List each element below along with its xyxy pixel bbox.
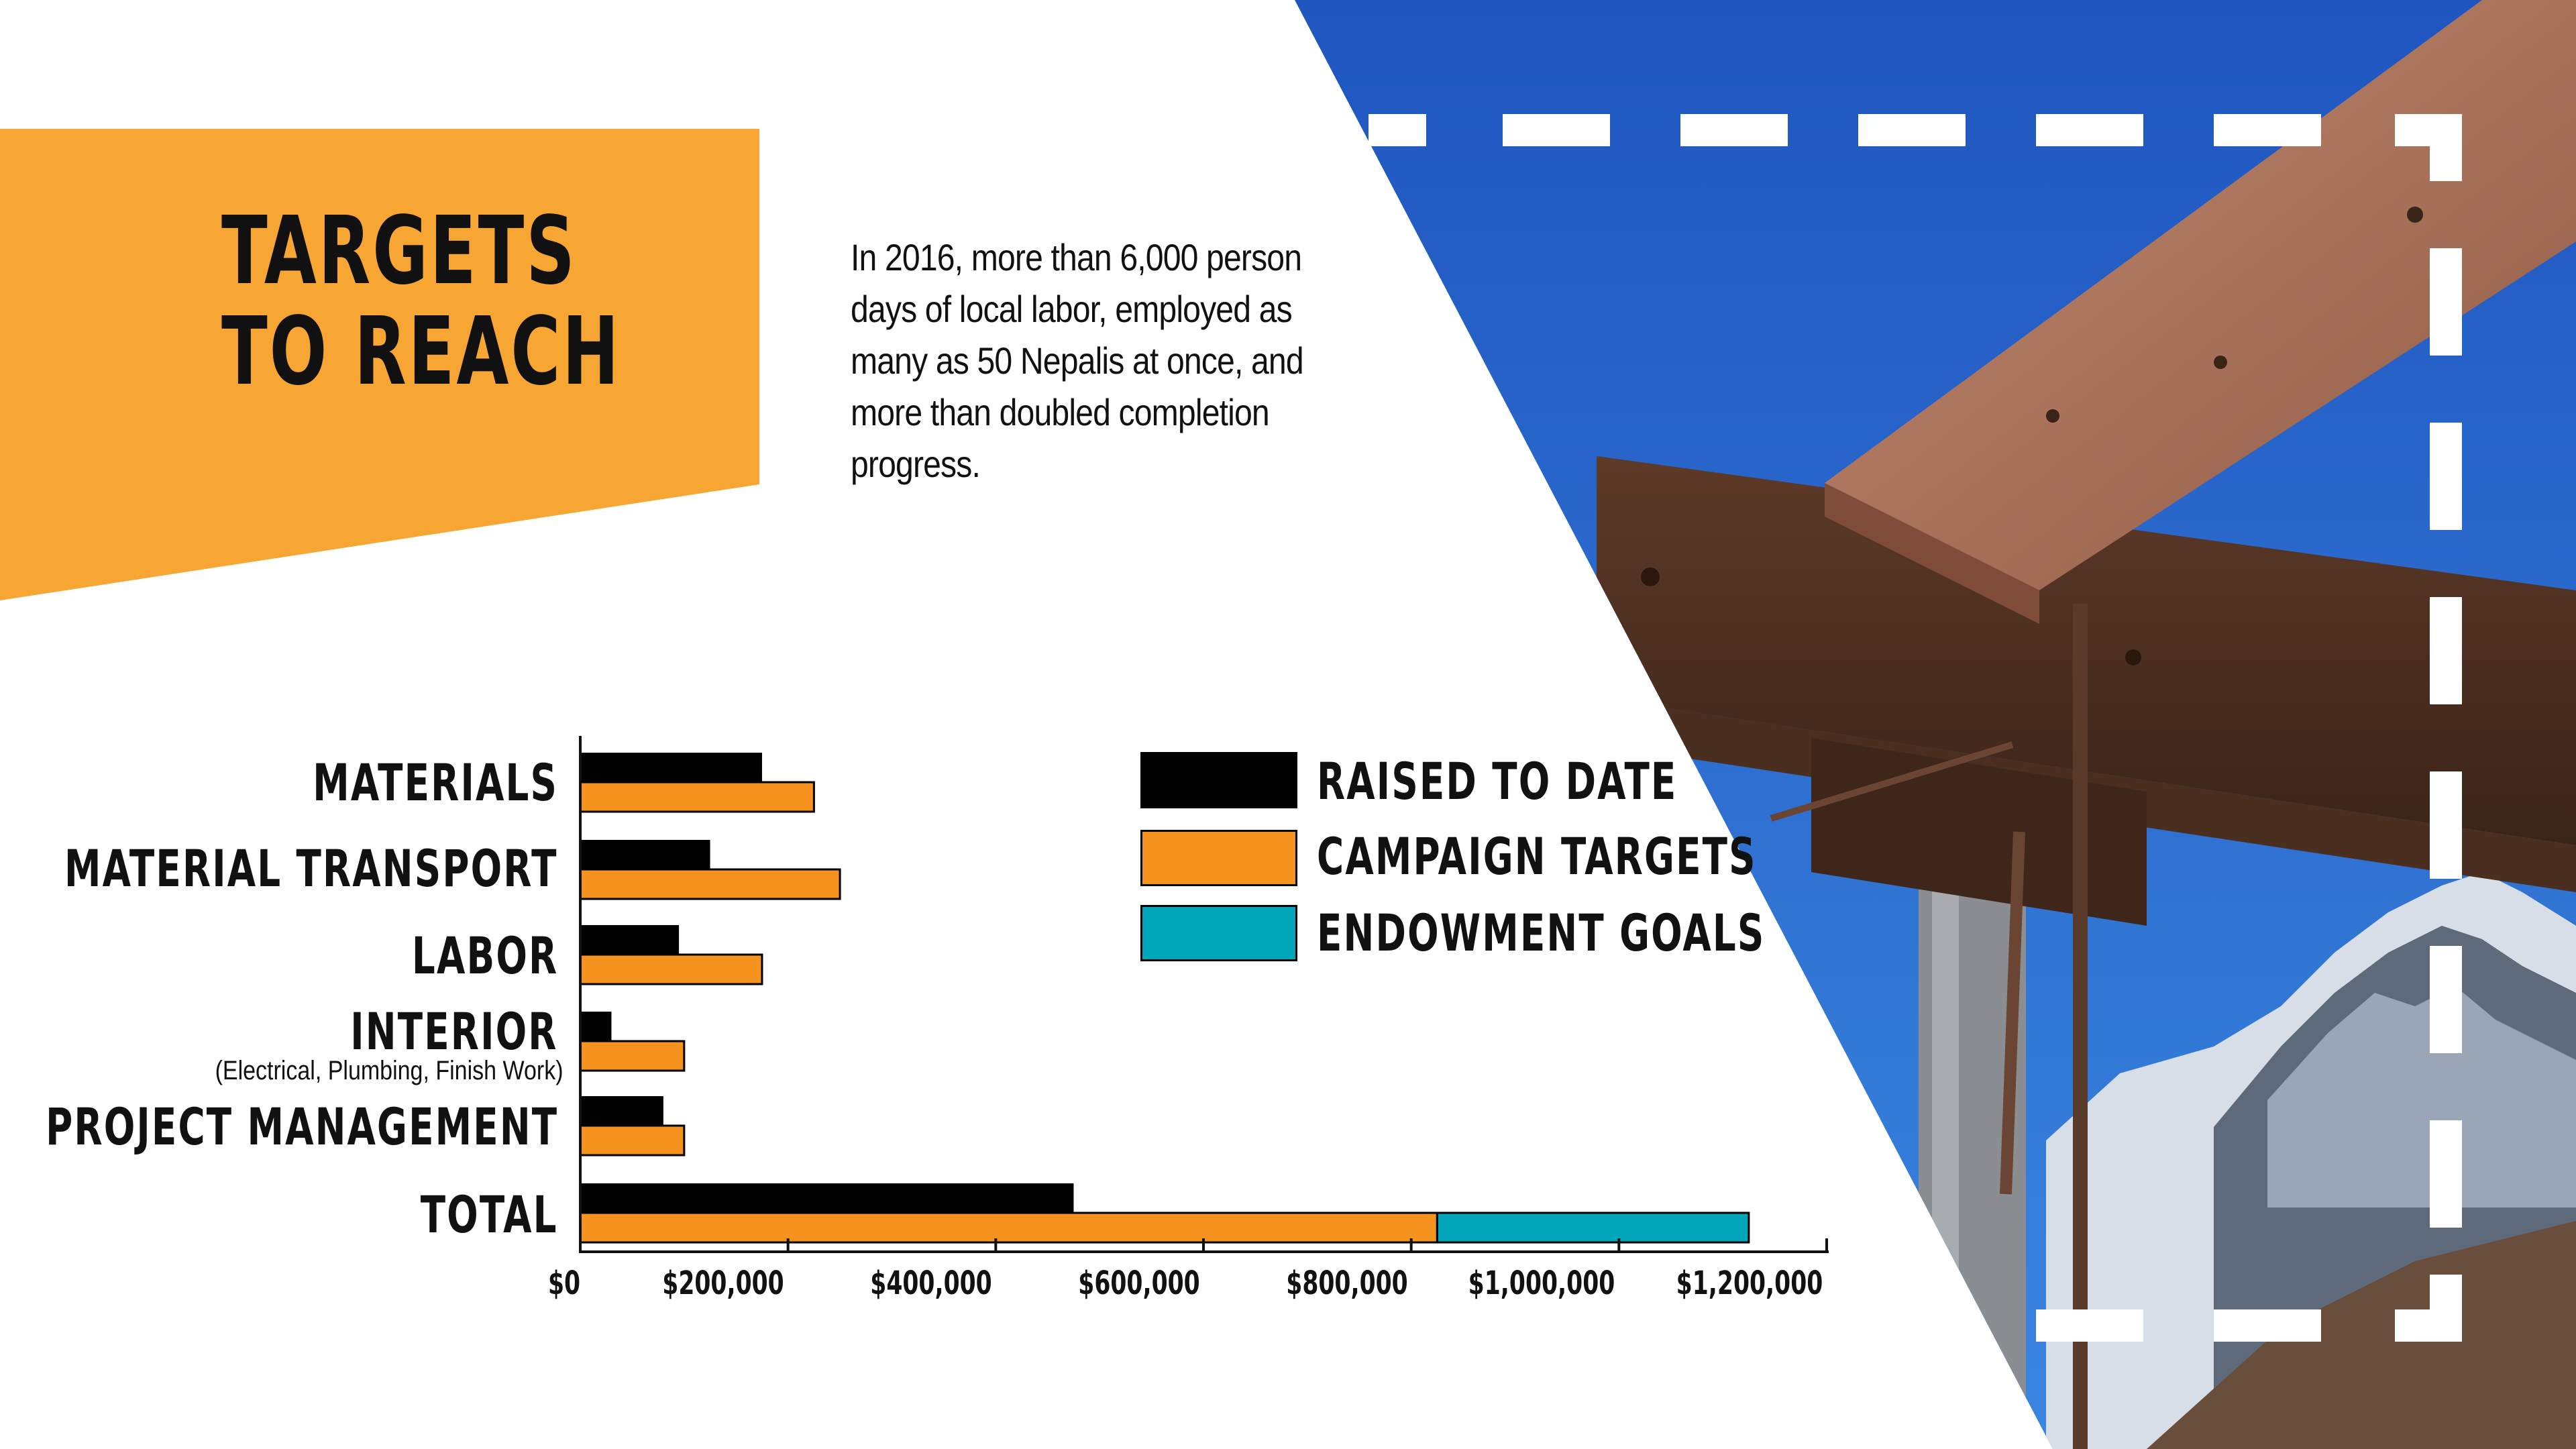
page-title: TARGETS TO REACH: [221, 201, 621, 402]
x-tick-label-1200000: $1,200,000: [1676, 1265, 1823, 1302]
x-tick-label-600000: $600,000: [1078, 1265, 1200, 1302]
chart-bars: [579, 753, 1750, 1244]
legend-label-raised: RAISED TO DATE: [1317, 751, 1678, 811]
category-label-project-management: PROJECT MANAGEMENT: [45, 1097, 558, 1157]
bar-raised-interior: [580, 1012, 612, 1041]
legend-label-campaign: CAMPAIGN TARGETS: [1317, 826, 1757, 886]
bar-campaign-total: [579, 1212, 1438, 1244]
x-tick-label-0: $0: [547, 1265, 581, 1302]
x-tick-label-400000: $400,000: [870, 1265, 992, 1302]
intro-line-1: In 2016, more than 6,000 person: [851, 236, 1302, 278]
bar-campaign-material-transport: [579, 868, 841, 900]
category-label-material-transport: MATERIAL TRANSPORT: [64, 839, 558, 898]
intro-line-2: days of local labor, employed as: [851, 288, 1293, 330]
legend-swatch-endowment: [1140, 905, 1297, 961]
bar-raised-project-management: [580, 1096, 663, 1126]
bar-campaign-project-management: [579, 1124, 686, 1157]
intro-line-3: many as 50 Nepalis at once, and: [851, 339, 1304, 382]
x-tick-label-1000000: $1,000,000: [1468, 1265, 1615, 1302]
intro-paragraph: In 2016, more than 6,000 person days of …: [851, 231, 1304, 490]
x-tick-label-200000: $200,000: [662, 1265, 784, 1302]
bar-raised-total: [580, 1183, 1074, 1213]
bar-raised-materials: [580, 753, 762, 782]
bar-endowment-total: [1436, 1212, 1750, 1244]
intro-line-4: more than doubled completion: [851, 391, 1270, 433]
legend-label-endowment: ENDOWMENT GOALS: [1317, 903, 1766, 963]
legend-swatch-raised: [1140, 752, 1297, 808]
bar-campaign-materials: [579, 781, 815, 813]
bar-campaign-interior: [579, 1040, 686, 1072]
title-line-1: TARGETS: [221, 197, 577, 306]
x-axis-ticks: [579, 1238, 1828, 1253]
category-sublabel-interior: (Electrical, Plumbing, Finish Work): [215, 1056, 564, 1085]
title-banner: [0, 129, 759, 600]
title-line-2: TO REACH: [221, 297, 621, 407]
category-label-total: TOTAL: [421, 1185, 558, 1244]
bar-campaign-labor: [579, 953, 763, 985]
legend-swatch-campaign: [1140, 830, 1297, 886]
category-label-labor: LABOR: [411, 926, 558, 985]
bar-raised-labor: [580, 925, 680, 955]
category-label-interior: INTERIOR: [350, 1002, 558, 1061]
bar-raised-material-transport: [580, 840, 710, 869]
category-label-materials: MATERIALS: [313, 753, 558, 812]
banner-shape: [0, 129, 759, 600]
x-tick-label-800000: $800,000: [1286, 1265, 1408, 1302]
intro-line-5: progress.: [851, 443, 981, 485]
